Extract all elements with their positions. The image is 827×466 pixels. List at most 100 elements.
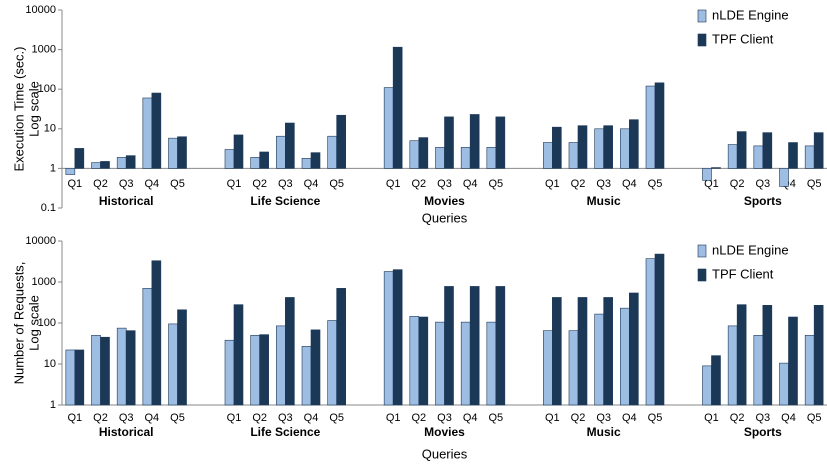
bar	[654, 253, 665, 406]
group-label: Movies	[424, 425, 465, 439]
y-tick-label: 100	[38, 83, 56, 95]
bar	[444, 286, 454, 406]
bar	[727, 144, 738, 169]
bar	[336, 288, 346, 406]
bar	[177, 309, 187, 406]
y-axis-label: Log scale	[26, 81, 41, 137]
bar	[142, 288, 153, 406]
y-tick-label: 100	[38, 317, 56, 329]
y-tick-label: 10000	[25, 4, 56, 16]
x-tick-label: Q2	[411, 412, 426, 424]
bar	[285, 122, 295, 169]
x-tick-label: Q4	[463, 178, 478, 190]
y-tick-label: 1000	[32, 44, 56, 56]
bar	[100, 161, 110, 169]
bar	[418, 137, 429, 169]
bar	[91, 335, 101, 406]
bar	[250, 157, 260, 169]
x-tick-label: Q5	[648, 178, 663, 190]
x-tick-label: Q5	[170, 178, 185, 190]
y-axis-label: Log scale	[26, 295, 41, 351]
bar	[310, 329, 321, 406]
bar	[568, 142, 579, 169]
x-tick-label: Q5	[807, 178, 822, 190]
y-axis-label: Execution Time (sec.)	[11, 47, 26, 172]
bar	[383, 87, 394, 169]
x-tick-label: Q4	[622, 178, 637, 190]
bar	[336, 114, 346, 169]
x-tick-label: Q1	[386, 178, 401, 190]
bar	[603, 297, 613, 406]
bar	[736, 304, 747, 406]
x-tick-label: Q1	[704, 412, 719, 424]
bar	[620, 128, 630, 169]
y-tick-label: 0.1	[41, 202, 56, 214]
x-tick-label: Q5	[648, 412, 663, 424]
group-label: Sports	[744, 425, 782, 439]
x-tick-label: Q3	[596, 412, 611, 424]
x-tick-label: Q1	[67, 178, 82, 190]
bar	[753, 335, 764, 406]
bar	[645, 85, 656, 169]
x-tick-label: Q1	[227, 178, 242, 190]
x-tick-label: Q2	[571, 178, 586, 190]
y-tick-label: 10000	[25, 235, 56, 247]
bar	[177, 136, 187, 169]
group-label: Life Science	[250, 194, 320, 208]
x-tick-label: Q1	[227, 412, 242, 424]
x-tick-label: Q1	[704, 178, 719, 190]
bar	[543, 142, 553, 169]
x-tick-label: Q3	[119, 178, 134, 190]
x-tick-label: Q2	[252, 178, 267, 190]
bar	[552, 297, 562, 406]
x-tick-label: Q5	[488, 178, 503, 190]
bar	[409, 140, 420, 169]
bar	[74, 148, 85, 169]
x-tick-label: Q1	[545, 412, 560, 424]
legend-label: nLDE Engine	[712, 7, 789, 22]
bar	[392, 269, 403, 406]
bar	[813, 305, 824, 406]
bar	[65, 168, 76, 175]
bar	[495, 116, 506, 169]
bar	[276, 135, 286, 169]
bar	[327, 135, 337, 169]
bar	[654, 82, 665, 169]
legend-swatch	[697, 244, 707, 258]
bar	[594, 128, 604, 169]
bar	[259, 334, 269, 406]
bar	[100, 336, 110, 406]
group-label: Sports	[744, 194, 782, 208]
bar	[116, 327, 127, 406]
bar	[125, 330, 136, 406]
bar	[435, 147, 445, 169]
x-tick-label: Q4	[622, 412, 637, 424]
x-tick-label: Q1	[386, 412, 401, 424]
x-tick-label: Q3	[278, 412, 293, 424]
bar	[552, 126, 562, 169]
bar	[804, 335, 815, 406]
x-tick-label: Q4	[145, 412, 160, 424]
bar	[91, 162, 101, 169]
x-tick-label: Q3	[278, 178, 293, 190]
bar	[392, 46, 403, 169]
x-tick-label: Q3	[596, 178, 611, 190]
bar	[74, 349, 85, 406]
y-tick-label: 10	[44, 358, 56, 370]
legend-swatch	[697, 268, 707, 282]
bar	[804, 145, 815, 169]
bar	[727, 325, 738, 406]
x-tick-label: Q2	[93, 412, 108, 424]
bar	[168, 137, 178, 169]
legend-label: TPF Client	[712, 266, 774, 281]
group-label: Historical	[99, 194, 154, 208]
bar	[469, 114, 480, 169]
x-tick-label: Q5	[807, 412, 822, 424]
bar	[603, 125, 613, 169]
bar	[711, 355, 721, 406]
x-tick-label: Q2	[571, 412, 586, 424]
x-tick-label: Q3	[755, 412, 770, 424]
x-tick-label: Q4	[304, 178, 319, 190]
bar	[629, 119, 639, 169]
